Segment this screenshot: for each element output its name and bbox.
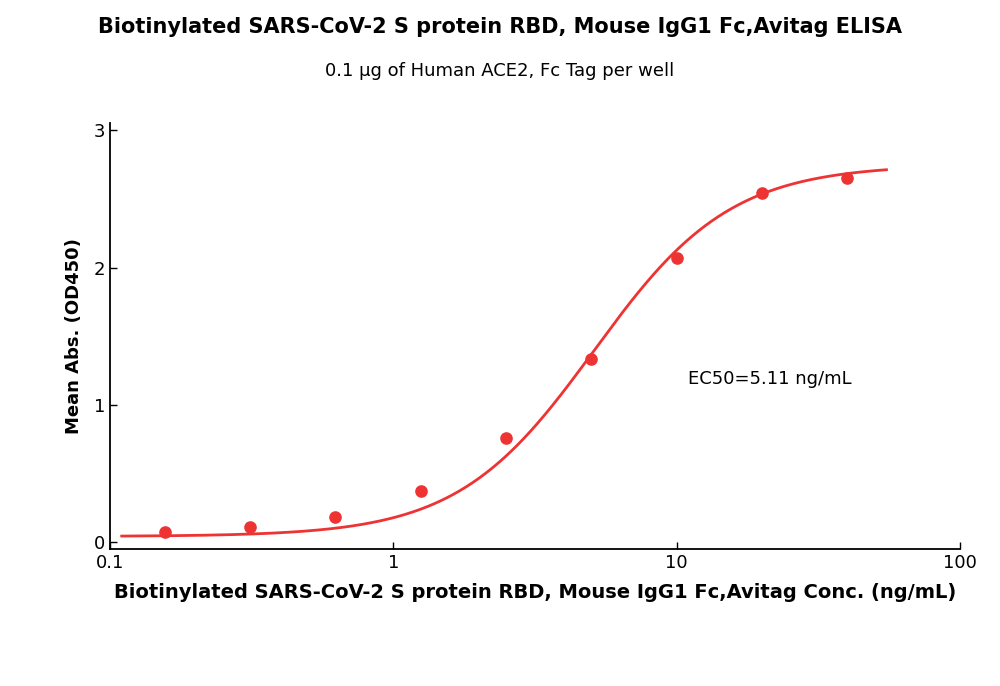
Point	[669, 252, 685, 263]
Y-axis label: Mean Abs. (OD450): Mean Abs. (OD450)	[65, 238, 83, 434]
Point	[327, 512, 343, 523]
Point	[754, 188, 770, 199]
Point	[583, 354, 599, 365]
Point	[157, 527, 173, 538]
Point	[242, 521, 258, 532]
X-axis label: Biotinylated SARS-CoV-2 S protein RBD, Mouse IgG1 Fc,Avitag Conc. (ng/mL): Biotinylated SARS-CoV-2 S protein RBD, M…	[114, 583, 956, 602]
Point	[839, 173, 855, 184]
Text: Biotinylated SARS-CoV-2 S protein RBD, Mouse IgG1 Fc,Avitag ELISA: Biotinylated SARS-CoV-2 S protein RBD, M…	[98, 17, 902, 37]
Text: 0.1 μg of Human ACE2, Fc Tag per well: 0.1 μg of Human ACE2, Fc Tag per well	[325, 62, 675, 80]
Point	[498, 432, 514, 443]
Text: EC50=5.11 ng/mL: EC50=5.11 ng/mL	[688, 370, 852, 388]
Point	[413, 486, 429, 497]
